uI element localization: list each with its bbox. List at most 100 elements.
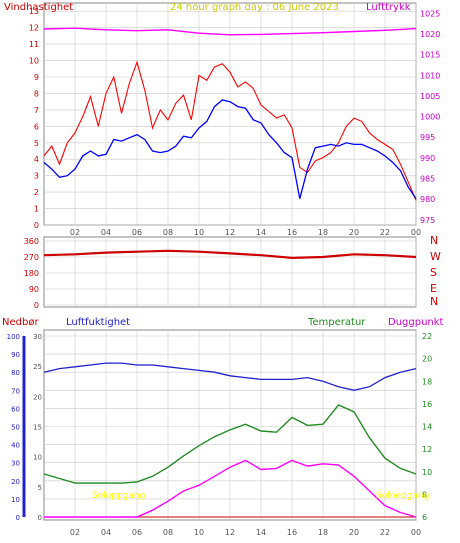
pressure-axis-tick-label: 1010 xyxy=(420,71,440,80)
bottom-x-tick-label: 12 xyxy=(225,528,235,537)
dewpoint-title: Duggpunkt xyxy=(388,317,444,328)
wind-axis-tick-label: 0 xyxy=(34,221,39,230)
top-x-tick-label: 20 xyxy=(349,228,359,237)
temperature-axis-tick-label: 8 xyxy=(422,490,427,499)
pressure-axis-tick-label: 1005 xyxy=(420,92,440,101)
wind-speed-title: Vindhastighet xyxy=(4,2,73,13)
sunset-label: Solnedgang xyxy=(376,491,429,501)
sunrise-label: Soloppgang xyxy=(92,491,145,501)
bottom-x-tick-label: 10 xyxy=(194,528,204,537)
humidity-axis-tick-label: 100 xyxy=(7,333,20,341)
temperature-title: Temperatur xyxy=(307,317,366,328)
humidity-axis-tick-label: 30 xyxy=(11,460,20,468)
humidity-axis-tick-label: 10 xyxy=(11,496,20,504)
wind-direction-line xyxy=(43,249,417,260)
pressure-axis-tick-label: 975 xyxy=(420,216,435,225)
top-x-tick-label: 08 xyxy=(163,228,173,237)
wind-axis-tick-label: 8 xyxy=(34,89,39,98)
pressure-axis-tick-label: 1000 xyxy=(420,113,440,122)
bottom-x-tick-label: 02 xyxy=(70,528,80,537)
rain-axis-tick-label: 5 xyxy=(38,484,42,492)
bottom-x-tick-label: 14 xyxy=(256,528,266,537)
compass-direction-label: W xyxy=(430,250,441,263)
humidity-axis-tick-label: 60 xyxy=(11,405,20,413)
pressure-axis-tick-label: 995 xyxy=(420,133,435,142)
humidity-axis-tick-label: 50 xyxy=(11,424,20,432)
bottom-x-tick-label: 16 xyxy=(287,528,297,537)
temperature-axis-tick-label: 18 xyxy=(422,377,432,386)
rain-axis-tick-label: 15 xyxy=(33,424,42,432)
wind-axis-tick-label: 6 xyxy=(34,122,39,131)
wind-axis-tick-label: 5 xyxy=(34,139,39,148)
graph-date-title: 24 hour graph day : 06 June 2023 xyxy=(170,2,339,13)
top-x-tick-label: 02 xyxy=(70,228,80,237)
top-x-tick-label: 00 xyxy=(411,228,421,237)
compass-direction-label: S xyxy=(430,266,437,279)
humidity-axis-tick-label: 90 xyxy=(11,351,20,359)
pressure-axis-tick-label: 985 xyxy=(420,175,435,184)
wind-axis-tick-label: 10 xyxy=(29,57,39,66)
humidity-title: Luftfuktighet xyxy=(66,317,130,328)
rain-axis-tick-label: 25 xyxy=(33,363,42,371)
top-x-tick-label: 10 xyxy=(194,228,204,237)
wind-axis-tick-label: 2 xyxy=(34,188,39,197)
direction-axis-tick-label: 90 xyxy=(29,285,39,294)
wind-axis-tick-label: 11 xyxy=(29,40,39,49)
humidity-axis-tick-label: 70 xyxy=(11,387,20,395)
pressure-axis-tick-label: 1015 xyxy=(420,51,440,60)
humidity-axis-tick-label: 40 xyxy=(11,442,20,450)
humidity-axis-tick-label: 20 xyxy=(11,478,20,486)
pressure-axis-tick-label: 1025 xyxy=(420,9,440,18)
pressure-axis-tick-label: 980 xyxy=(420,195,435,204)
wind-axis-tick-label: 3 xyxy=(34,172,39,181)
rain-axis-tick-label: 0 xyxy=(38,514,42,522)
wind-axis-tick-label: 13 xyxy=(29,7,39,16)
dewpoint-line xyxy=(44,459,417,518)
humidity-axis-tick-label: 0 xyxy=(16,514,20,522)
wind-axis-tick-label: 1 xyxy=(34,205,39,214)
direction-axis-tick-label: 180 xyxy=(24,269,39,278)
temperature-axis-tick-label: 22 xyxy=(422,332,432,341)
pressure-line xyxy=(43,27,417,36)
bottom-x-tick-label: 00 xyxy=(411,528,421,537)
top-x-tick-label: 14 xyxy=(256,228,266,237)
pressure-axis-tick-label: 990 xyxy=(420,154,435,163)
direction-axis-tick-label: 360 xyxy=(24,237,39,246)
direction-axis-tick-label: 270 xyxy=(24,253,39,262)
bottom-x-tick-label: 06 xyxy=(132,528,142,537)
rain-axis-tick-label: 10 xyxy=(33,454,42,462)
temperature-line xyxy=(43,404,417,484)
temperature-axis-tick-label: 6 xyxy=(422,513,427,522)
wind-axis-tick-label: 9 xyxy=(34,73,39,82)
top-x-tick-label: 18 xyxy=(318,228,328,237)
bottom-panel: 02 04 06 08 10 12 14 16 18 20 22 000102030405060708… xyxy=(7,330,432,537)
top-x-tick-label: 16 xyxy=(287,228,297,237)
bottom-x-tick-label: 08 xyxy=(163,528,173,537)
wind-axis-tick-label: 4 xyxy=(34,155,39,164)
temperature-axis-tick-label: 10 xyxy=(422,468,432,477)
top-x-tick-label: 12 xyxy=(225,228,235,237)
rain-axis-tick-label: 30 xyxy=(33,333,42,341)
compass-direction-label: N xyxy=(430,234,438,247)
compass-direction-label: E xyxy=(430,282,437,295)
top-x-tick-label: 06 xyxy=(132,228,142,237)
compass-direction-label: N xyxy=(430,295,438,308)
temperature-axis-tick-label: 20 xyxy=(422,355,432,364)
humidity-axis-tick-label: 80 xyxy=(11,369,20,377)
rain-title: Nedbør xyxy=(2,317,39,328)
bottom-x-tick-label: 04 xyxy=(101,528,111,537)
wind-average-line xyxy=(43,99,417,200)
humidity-line xyxy=(43,362,417,391)
top-panel: 02 04 06 08 10 12 14 16 18 20 22 000123456789101112… xyxy=(29,3,440,237)
pressure-axis-tick-label: 1020 xyxy=(420,30,440,39)
top-x-tick-label: 22 xyxy=(380,228,390,237)
rain-axis-tick-label: 20 xyxy=(33,393,42,401)
wind-axis-tick-label: 12 xyxy=(29,24,39,33)
wind-axis-tick-label: 7 xyxy=(34,106,39,115)
bottom-x-tick-label: 20 xyxy=(349,528,359,537)
temperature-axis-tick-label: 14 xyxy=(422,423,432,432)
temperature-axis-tick-label: 16 xyxy=(422,400,432,409)
top-x-tick-label: 04 xyxy=(101,228,111,237)
